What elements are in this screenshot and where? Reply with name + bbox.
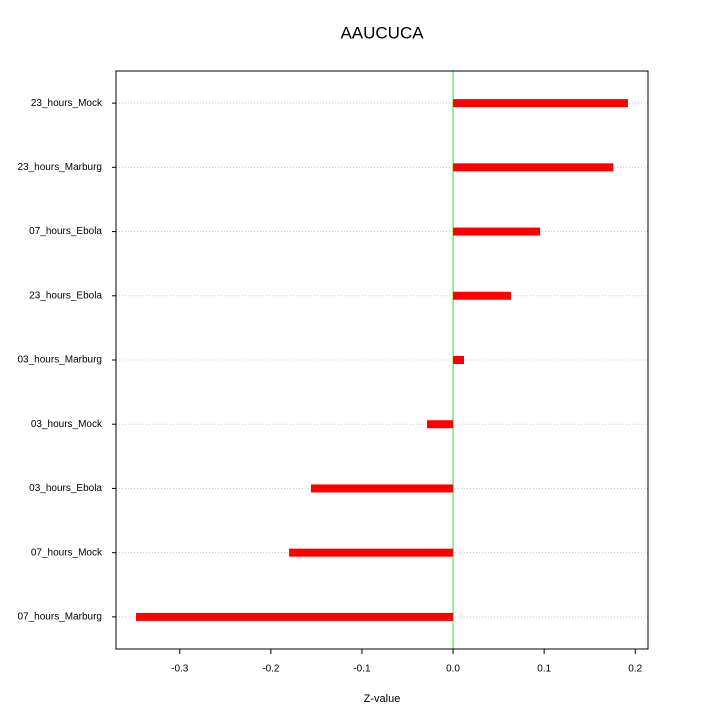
x-tick-label: 0.1 — [537, 664, 551, 675]
bar — [453, 163, 614, 172]
x-tick-label: -0.3 — [171, 664, 189, 675]
bar — [453, 99, 628, 108]
x-tick-label: -0.2 — [262, 664, 280, 675]
y-tick-label: 03_hours_Marburg — [18, 355, 103, 366]
chart-title: AAUCUCA — [340, 23, 424, 42]
y-tick-label: 03_hours_Mock — [31, 419, 103, 430]
bar — [310, 484, 454, 493]
x-tick-label: -0.1 — [353, 664, 371, 675]
bar — [289, 548, 454, 557]
y-tick-label: 07_hours_Mock — [31, 547, 103, 558]
y-tick-label: 07_hours_Ebola — [29, 226, 102, 237]
y-tick-label: 23_hours_Mock — [31, 98, 103, 109]
y-tick-label: 07_hours_Marburg — [18, 612, 103, 623]
y-tick-label: 23_hours_Marburg — [18, 162, 103, 173]
plot-frame — [115, 70, 649, 650]
y-tick-label: 03_hours_Ebola — [29, 483, 102, 494]
x-axis-label: Z-value — [364, 693, 401, 705]
x-tick-label: 0.0 — [446, 664, 460, 675]
bar — [453, 291, 512, 300]
x-tick-label: 0.2 — [628, 664, 642, 675]
bar — [453, 356, 464, 364]
bar — [427, 420, 454, 429]
bar — [453, 227, 541, 236]
y-tick-label: 23_hours_Ebola — [29, 290, 102, 301]
bar — [136, 612, 454, 621]
